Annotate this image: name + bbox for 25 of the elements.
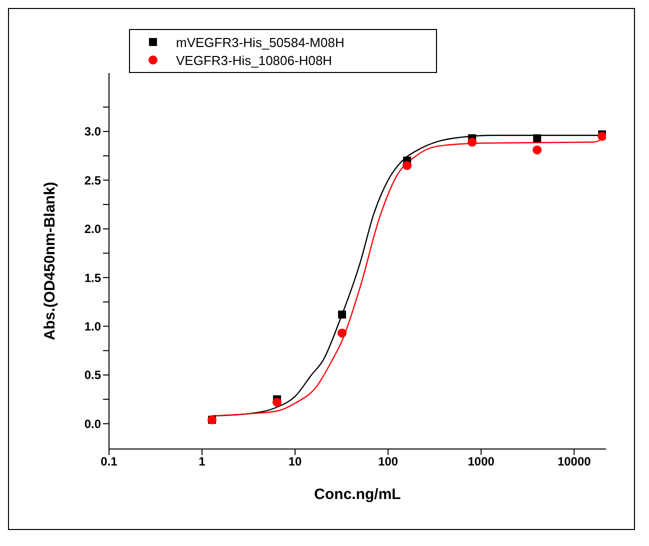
y-tick-label: 2.5: [84, 173, 102, 188]
y-tick-label: 2.0: [84, 222, 102, 236]
legend-label: mVEGFR3-His_50584-M08H: [176, 34, 344, 50]
y-tick-label: 1.0: [84, 320, 102, 334]
point: [338, 328, 347, 338]
point: [338, 310, 346, 319]
x-axis-title: Conc.ng/mL: [314, 486, 401, 503]
x-tick-label: 100: [378, 454, 398, 469]
point: [272, 398, 282, 407]
x-tick-label: 10: [288, 454, 302, 469]
point: [598, 132, 606, 141]
legend-label: VEGFR3-His_10806-H08H: [176, 52, 332, 68]
y-tick-label: 0.5: [84, 368, 102, 382]
point: [468, 138, 477, 147]
y-tick-label: 3.0: [84, 124, 102, 139]
point: [533, 134, 542, 142]
y-axis-title: Abs.(OD450nm-Blank): [41, 182, 58, 340]
x-tick-label: 0.1: [100, 454, 118, 469]
x-tick-label: 1: [198, 454, 206, 469]
x-tick-label: 10000: [557, 454, 592, 469]
y-tick-label: 0.0: [84, 416, 102, 431]
x-tick-label: 1000: [468, 454, 495, 469]
y-tick-label: 1.5: [84, 270, 102, 285]
point: [532, 145, 542, 154]
point: [402, 161, 412, 170]
